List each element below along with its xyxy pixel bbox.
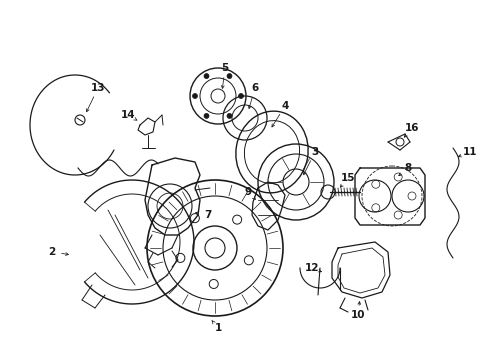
Text: 14: 14 [121,110,135,120]
Text: 11: 11 [462,147,476,157]
Text: 8: 8 [404,163,411,173]
Circle shape [192,94,197,99]
Text: 1: 1 [214,323,221,333]
Text: 7: 7 [204,210,211,220]
Text: 12: 12 [304,263,319,273]
Text: 2: 2 [48,247,56,257]
Text: 9: 9 [244,187,251,197]
Text: 10: 10 [350,310,365,320]
Text: 6: 6 [251,83,258,93]
Circle shape [238,94,243,99]
Text: 3: 3 [311,147,318,157]
Circle shape [226,73,231,78]
Text: 13: 13 [91,83,105,93]
Text: 16: 16 [404,123,418,133]
Circle shape [203,73,208,78]
Text: 15: 15 [340,173,354,183]
Circle shape [226,113,231,118]
Text: 5: 5 [221,63,228,73]
Text: 4: 4 [281,101,288,111]
Circle shape [203,113,208,118]
